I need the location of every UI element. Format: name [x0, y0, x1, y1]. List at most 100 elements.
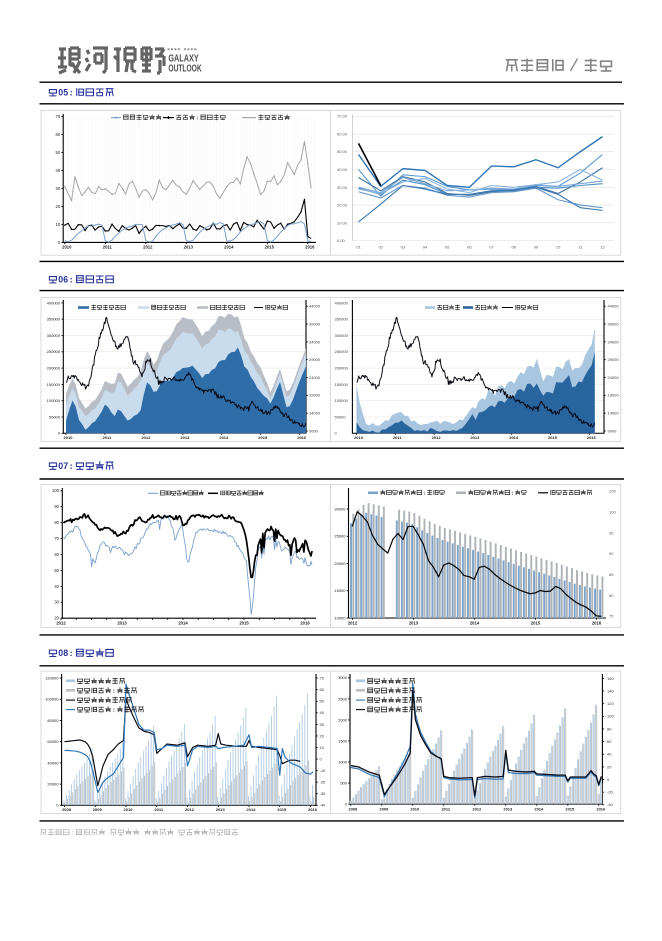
svg-text:2500: 2500	[338, 696, 348, 701]
svg-text:34000: 34000	[309, 339, 321, 344]
svg-text:2014: 2014	[178, 620, 188, 625]
svg-text:03: 03	[401, 244, 406, 249]
svg-text:12: 12	[600, 244, 605, 249]
svg-text:01: 01	[356, 244, 361, 249]
svg-text:300000: 300000	[335, 333, 349, 338]
svg-text:20: 20	[56, 204, 61, 209]
svg-text:80000: 80000	[47, 718, 59, 723]
svg-text:2013: 2013	[409, 620, 419, 625]
svg-text:50.00: 50.00	[337, 149, 348, 154]
svg-text:05: 05	[58, 88, 68, 98]
svg-text:20: 20	[320, 733, 325, 738]
svg-text:30000: 30000	[334, 506, 346, 511]
svg-text:34000: 34000	[608, 339, 620, 344]
svg-text:2010: 2010	[124, 807, 134, 812]
svg-text:105: 105	[609, 489, 616, 494]
svg-text:2016: 2016	[297, 435, 307, 440]
svg-text:90: 90	[609, 551, 614, 556]
svg-text:95: 95	[609, 530, 614, 535]
svg-text:20: 20	[607, 764, 612, 769]
svg-text:100: 100	[52, 488, 60, 493]
svg-text:2016: 2016	[592, 620, 602, 625]
svg-text:10.00: 10.00	[337, 220, 348, 225]
svg-text:2016: 2016	[305, 245, 315, 250]
svg-text:GALAXY: GALAXY	[168, 52, 198, 64]
svg-text:2008: 2008	[62, 807, 72, 812]
svg-text:19000: 19000	[608, 393, 620, 398]
svg-text:2010: 2010	[64, 435, 74, 440]
svg-text:0: 0	[345, 802, 348, 807]
svg-text:2012: 2012	[141, 435, 151, 440]
svg-text:06: 06	[467, 244, 472, 249]
svg-text:60: 60	[607, 739, 612, 744]
svg-text:100000: 100000	[47, 398, 61, 403]
svg-text:2016: 2016	[587, 435, 597, 440]
svg-text:100: 100	[609, 509, 616, 514]
svg-text:100000: 100000	[45, 697, 59, 702]
svg-text:20000: 20000	[334, 561, 346, 566]
svg-text:120: 120	[607, 701, 614, 706]
svg-text:2015: 2015	[258, 435, 268, 440]
svg-text:2012: 2012	[432, 435, 442, 440]
svg-text:20: 20	[54, 616, 59, 621]
svg-text:0: 0	[320, 756, 323, 761]
svg-text:0: 0	[335, 431, 338, 436]
svg-text:29000: 29000	[608, 357, 620, 362]
svg-text:30: 30	[320, 722, 325, 727]
svg-text:2015: 2015	[265, 245, 275, 250]
svg-text:-40: -40	[320, 803, 327, 808]
svg-text:2013: 2013	[117, 620, 127, 625]
svg-text:08: 08	[58, 648, 68, 658]
svg-text:07: 07	[489, 244, 494, 249]
svg-text:350000: 350000	[335, 317, 349, 322]
svg-text:OUTLOOK: OUTLOOK	[168, 62, 202, 74]
svg-text:80: 80	[609, 593, 614, 598]
svg-text:2012: 2012	[348, 620, 358, 625]
svg-text:2014: 2014	[219, 435, 229, 440]
svg-text:40.00: 40.00	[337, 167, 348, 172]
svg-text:2009: 2009	[93, 807, 103, 812]
svg-text:50: 50	[56, 150, 61, 155]
svg-text:80: 80	[607, 726, 612, 731]
svg-text:2000: 2000	[338, 717, 348, 722]
svg-text:24000: 24000	[608, 375, 620, 380]
svg-text:50000: 50000	[335, 414, 347, 419]
svg-text:400000: 400000	[47, 300, 61, 305]
svg-text:0: 0	[607, 777, 610, 782]
svg-text:30.00: 30.00	[337, 185, 348, 190]
svg-text:1500: 1500	[338, 738, 348, 743]
svg-text:39000: 39000	[608, 321, 620, 326]
svg-text:70: 70	[56, 114, 61, 119]
svg-text:80: 80	[54, 520, 59, 525]
svg-text:0: 0	[58, 240, 61, 245]
svg-text:30: 30	[54, 600, 59, 605]
svg-text:07: 07	[58, 461, 68, 471]
svg-text:2011: 2011	[441, 806, 450, 811]
svg-text:2016: 2016	[308, 807, 318, 812]
svg-text:09: 09	[534, 244, 539, 249]
svg-text:04: 04	[423, 244, 428, 249]
svg-text:50: 50	[320, 699, 325, 704]
svg-text:0: 0	[58, 431, 61, 436]
svg-text:160: 160	[607, 676, 614, 681]
svg-text:2014: 2014	[470, 620, 480, 625]
svg-text:20000: 20000	[47, 782, 59, 787]
svg-text:2012: 2012	[185, 807, 195, 812]
svg-text:1000: 1000	[338, 759, 348, 764]
svg-text:70: 70	[320, 676, 325, 681]
svg-text:24000: 24000	[309, 375, 321, 380]
svg-text:2014: 2014	[224, 245, 234, 250]
svg-text:30: 30	[56, 186, 61, 191]
svg-text:3000: 3000	[338, 675, 348, 680]
svg-text:75: 75	[609, 614, 614, 619]
svg-text:0: 0	[56, 803, 59, 808]
svg-text:250000: 250000	[335, 349, 349, 354]
svg-text:14000: 14000	[608, 411, 620, 416]
svg-text:2011: 2011	[103, 435, 112, 440]
svg-text:500: 500	[340, 780, 347, 785]
svg-text:-20: -20	[320, 780, 327, 785]
svg-text:300000: 300000	[47, 333, 61, 338]
svg-text:120000: 120000	[45, 676, 59, 681]
svg-text:9000: 9000	[309, 428, 319, 433]
svg-text:2014: 2014	[534, 806, 544, 811]
